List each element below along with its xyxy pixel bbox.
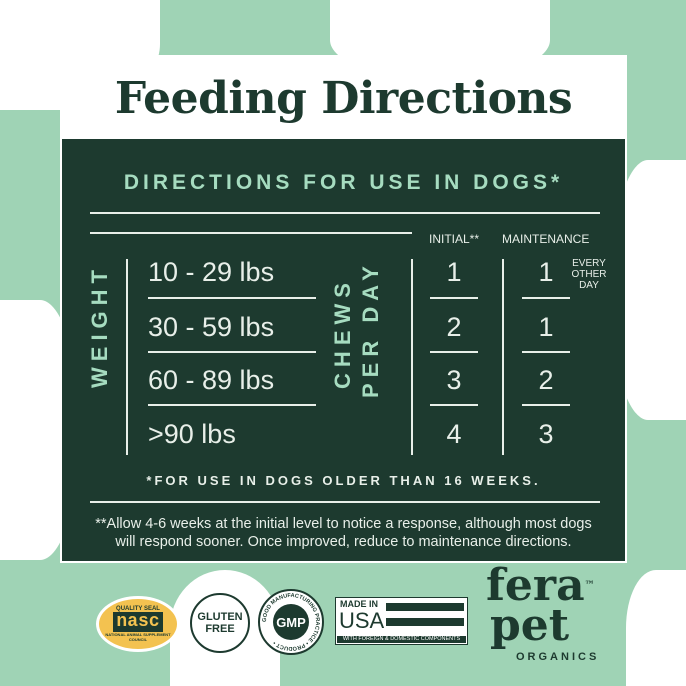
weight-cell: 60 - 89 lbs: [148, 365, 275, 395]
initial-cell: 3: [446, 365, 462, 395]
every-other-day-note: EVERY OTHER DAY: [571, 258, 607, 291]
weight-label: WEIGHT: [87, 264, 112, 388]
divider: [90, 212, 600, 214]
divider: [430, 351, 478, 353]
maintenance-cell: 3: [538, 419, 554, 449]
maintenance-cell: 1: [538, 257, 554, 287]
maintenance-cell: 1: [538, 312, 554, 342]
page-title: Feeding Directions: [114, 72, 573, 124]
weight-cell: 30 - 59 lbs: [148, 312, 275, 342]
feeding-panel: Feeding Directions DIRECTIONS FOR USE IN…: [60, 55, 627, 563]
initial-cell: 4: [446, 419, 462, 449]
divider: [522, 297, 570, 299]
divider: [411, 259, 413, 455]
divider: [430, 404, 478, 406]
title-box: Feeding Directions: [62, 57, 625, 141]
divider: [502, 259, 504, 455]
ferapet-logo: fera™ pet ORGANICS: [486, 560, 600, 664]
made-in-usa-badge: MADE IN USA WITH FOREIGN & DOMESTIC COMP…: [335, 597, 468, 645]
nasc-seal: QUALITY SEAL nasc NATIONAL ANIMAL SUPPLE…: [96, 596, 180, 652]
divider: [126, 259, 128, 455]
header-maintenance: MAINTENANCE: [502, 232, 590, 246]
initial-cell: 1: [446, 257, 462, 287]
divider: [522, 351, 570, 353]
weight-cell: >90 lbs: [148, 419, 236, 449]
note: **Allow 4-6 weeks at the initial level t…: [95, 516, 592, 550]
initial-cell: 2: [446, 312, 462, 342]
divider: [148, 404, 316, 406]
chews-label: CHEWS PER DAY: [330, 260, 383, 398]
weight-cell: 10 - 29 lbs: [148, 257, 275, 287]
bg-shape: [626, 570, 686, 686]
divider: [90, 232, 412, 234]
divider: [522, 404, 570, 406]
header-initial: INITIAL**: [429, 232, 480, 246]
divider: [148, 351, 316, 353]
divider: [148, 297, 316, 299]
subtitle: DIRECTIONS FOR USE IN DOGS*: [123, 171, 564, 194]
gluten-free-badge: GLUTEN FREE: [190, 593, 250, 653]
maintenance-cell: 2: [538, 365, 554, 395]
gmp-badge: GOOD MANUFACTURING PRACTICE • PRODUCT • …: [258, 589, 324, 655]
divider: [90, 501, 600, 503]
divider: [430, 297, 478, 299]
footnote: *FOR USE IN DOGS OLDER THAN 16 WEEKS.: [146, 473, 541, 488]
